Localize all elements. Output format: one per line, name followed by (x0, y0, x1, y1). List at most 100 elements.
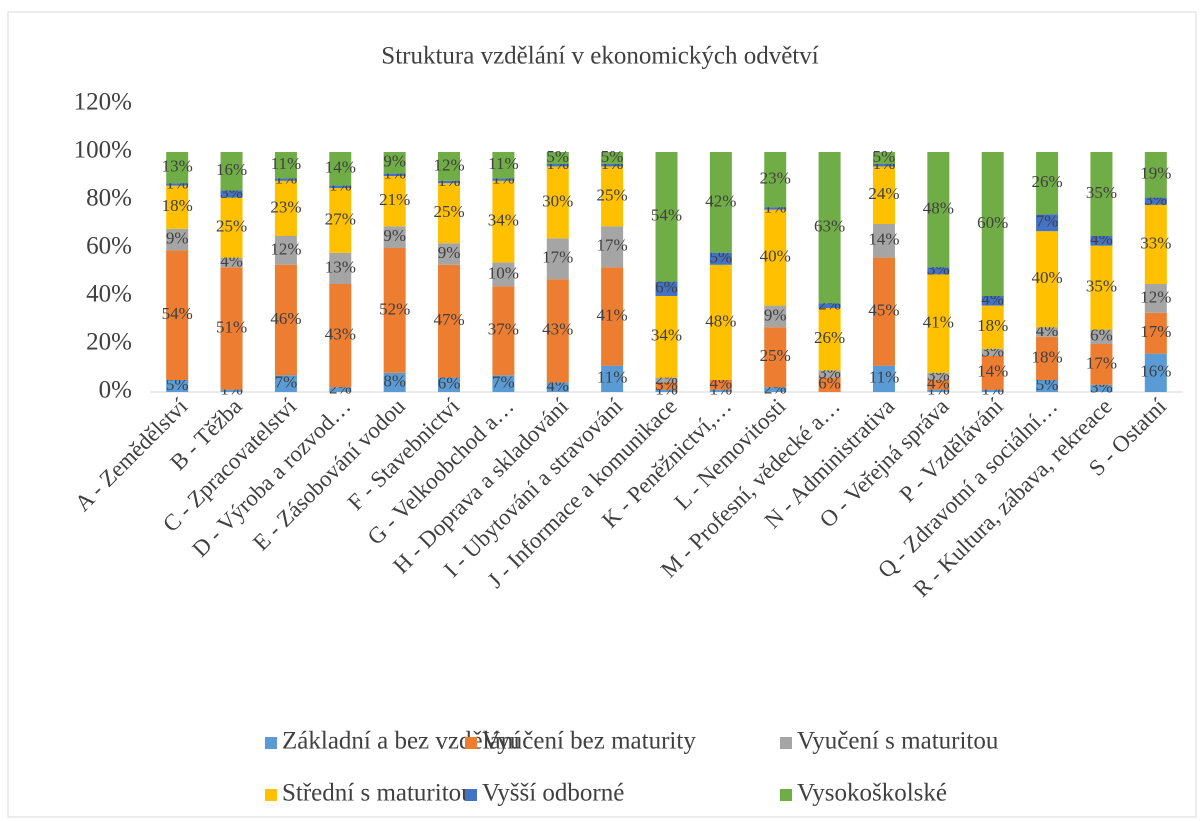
bar-segment (655, 382, 678, 390)
bar-segment (546, 164, 569, 167)
legend-label: Vysokoškolské (797, 780, 947, 807)
data-label: 12% (270, 239, 301, 258)
data-label: 25% (760, 346, 791, 365)
data-label: 25% (433, 202, 464, 221)
legend-label: Vyšší odborné (482, 780, 624, 807)
bar-segment (764, 209, 787, 306)
bar-segment (1144, 152, 1167, 198)
bar-segment (1036, 152, 1059, 215)
bar-segment (166, 250, 189, 380)
bar-segment (981, 296, 1004, 306)
bar-segment (438, 183, 461, 244)
bar-segment (220, 197, 243, 258)
data-label: 35% (1086, 183, 1117, 202)
bar-segment (655, 389, 678, 392)
data-label: 9% (383, 152, 406, 171)
data-label: 8% (383, 371, 406, 390)
bar-segment (1090, 236, 1113, 246)
data-label: 11% (488, 154, 519, 173)
data-label: 43% (325, 325, 356, 344)
data-label: 11% (597, 368, 628, 387)
data-label: 35% (1086, 277, 1117, 296)
data-label: 21% (379, 190, 410, 209)
data-label: 14% (977, 362, 1008, 381)
data-label: 14% (325, 158, 356, 177)
data-label: 18% (162, 196, 193, 215)
data-label: 48% (923, 199, 954, 218)
data-label: 16% (1140, 362, 1171, 381)
bar-segment (166, 185, 189, 229)
bar-segment (601, 365, 624, 392)
bar-segment (220, 152, 243, 191)
bar-segment (1036, 214, 1059, 232)
data-label: 9% (764, 305, 787, 324)
y-tick-label: 20% (86, 329, 132, 356)
y-tick-label: 0% (99, 377, 132, 404)
data-label: 41% (923, 313, 954, 332)
bar-segment (927, 372, 950, 380)
bar-segment (1090, 329, 1113, 344)
data-label: 6% (818, 374, 841, 393)
bar-segment (274, 180, 297, 236)
data-label: 45% (868, 301, 899, 320)
data-label: 34% (651, 326, 682, 345)
bar-segment (764, 207, 787, 210)
bar-segment (546, 238, 569, 280)
bar-segment (981, 305, 1004, 349)
data-label: 18% (1031, 347, 1062, 366)
legend-label: Vyučení bez maturity (482, 728, 696, 755)
bar-segment (166, 380, 189, 392)
bar-segment (166, 152, 189, 184)
bar-segment (1036, 336, 1059, 380)
data-label: 33% (1140, 233, 1171, 252)
data-label: 24% (868, 184, 899, 203)
bar-segment (655, 296, 678, 378)
data-label: 46% (270, 309, 301, 328)
bar-segment (1144, 284, 1167, 313)
data-label: 7% (1036, 212, 1059, 231)
bar-segment (601, 152, 624, 164)
bar-segment (438, 377, 461, 392)
bar-segment (601, 267, 624, 366)
data-label: 5% (601, 147, 624, 166)
bar-segment (601, 164, 624, 167)
bar-segment (872, 164, 895, 167)
legend-label: Vyučení s maturitou (797, 728, 999, 755)
bar-segment (927, 274, 950, 373)
bar-segment (1144, 312, 1167, 354)
bar-segment (709, 152, 732, 253)
data-label: 40% (760, 247, 791, 266)
bar-segment (709, 252, 732, 265)
bar-segment (818, 152, 841, 304)
data-label: 13% (162, 157, 193, 176)
bar-segment (492, 262, 515, 287)
data-label: 9% (166, 229, 189, 248)
bar-segment (546, 166, 569, 239)
legend-marker (265, 737, 277, 749)
bar-segment (220, 190, 243, 198)
data-label: 6% (438, 374, 461, 393)
bar-segment (438, 152, 461, 181)
bar-segment (927, 152, 950, 268)
data-label: 43% (542, 320, 573, 339)
legend-label: Střední s maturitou (282, 780, 474, 807)
data-label: 17% (1086, 353, 1117, 372)
data-label: 30% (542, 191, 573, 210)
y-tick-label: 100% (74, 137, 132, 164)
bar-segment (438, 264, 461, 378)
data-label: 48% (705, 311, 736, 330)
data-label: 60% (977, 213, 1008, 232)
legend-marker (780, 789, 792, 801)
bar-segment (492, 152, 515, 179)
bar-segment (383, 248, 406, 373)
chart-title: Struktura vzdělání v ekonomických odvětv… (381, 43, 818, 70)
data-label: 17% (597, 236, 628, 255)
data-label: 5% (546, 147, 569, 166)
bar-segment (764, 387, 787, 392)
data-label: 34% (488, 211, 519, 230)
bar-segment (274, 152, 297, 179)
chart-frame (7, 11, 1197, 818)
bar-segment (1144, 197, 1167, 205)
bar-segment (872, 166, 895, 224)
